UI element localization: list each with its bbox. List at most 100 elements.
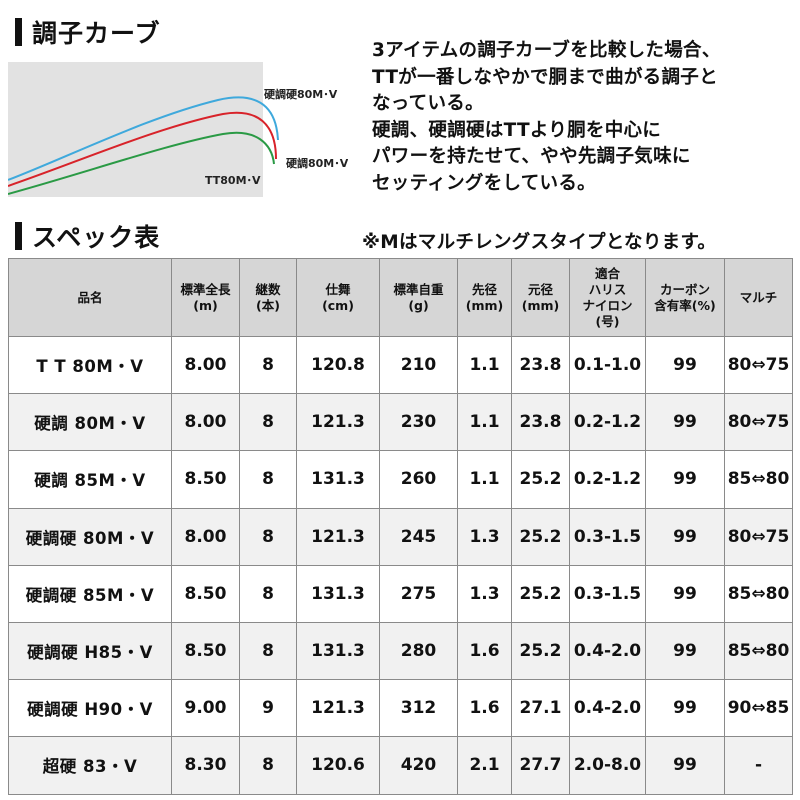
table-cell: 312 xyxy=(379,679,458,738)
table-cell: 131.3 xyxy=(296,621,380,681)
table-cell: 99 xyxy=(645,335,725,395)
table-cell: 121.3 xyxy=(296,393,380,452)
table-row: 硬調硬 H90・V 9.00 9 121.3 312 1.6 27.1 0.4-2.0 99 90… xyxy=(8,679,793,738)
table-cell: 1.3 xyxy=(457,507,512,566)
table-row: 硬調 85M・V 8.50 8 131.3 260 1.1 25.2 0.2-1.2 99 85⇔… xyxy=(8,450,793,509)
table-cell: 99 xyxy=(645,564,725,623)
multi-length-note: ※Mはマルチレングスタイプとなります。 xyxy=(362,232,717,253)
product-name-cell: 硬調 85M・V xyxy=(8,450,172,509)
curve-description: 3アイテムの調子カーブを比較した場合、 TTが一番しなやかで胴まで曲がる調子と … xyxy=(372,38,792,197)
spec-table: 品名 標準全長 (m) 継数 (本) 仕舞 (cm) 標準自重 (g) 先径 (mm) 元… xyxy=(8,258,793,795)
table-cell: 27.7 xyxy=(511,736,570,795)
table-cell: 0.1-1.0 xyxy=(569,335,646,395)
table-cell: 1.3 xyxy=(457,564,512,623)
table-cell: 23.8 xyxy=(511,335,570,395)
table-cell: 120.8 xyxy=(296,335,380,395)
header-cell: 元径 (mm) xyxy=(511,258,570,337)
table-cell: 25.2 xyxy=(511,507,570,566)
curve-kocho xyxy=(8,111,277,187)
table-cell: 85⇔80 xyxy=(724,621,793,681)
spec-section-title: スペック表 xyxy=(15,218,160,254)
table-cell: 99 xyxy=(645,736,725,795)
table-cell: 8 xyxy=(239,736,297,795)
title-bar xyxy=(15,18,22,46)
table-row: 硬調硬 H85・V 8.50 8 131.3 280 1.6 25.2 0.4-2.0 99 85… xyxy=(8,621,793,681)
table-cell: 80⇔75 xyxy=(724,507,793,566)
product-name-cell: 超硬 83・V xyxy=(8,736,172,795)
table-cell: 0.3-1.5 xyxy=(569,564,646,623)
description-line: 3アイテムの調子カーブを比較した場合、 xyxy=(372,40,721,61)
table-cell: 27.1 xyxy=(511,679,570,738)
table-cell: 245 xyxy=(379,507,458,566)
table-cell: 8 xyxy=(239,393,297,452)
header-cell: 継数 (本) xyxy=(239,258,297,337)
table-cell: 280 xyxy=(379,621,458,681)
table-cell: 25.2 xyxy=(511,564,570,623)
table-cell: 99 xyxy=(645,507,725,566)
table-cell: 8 xyxy=(239,621,297,681)
table-cell: 1.1 xyxy=(457,450,512,509)
header-cell: 仕舞 (cm) xyxy=(296,258,380,337)
table-row: 硬調硬 85M・V 8.50 8 131.3 275 1.3 25.2 0.3-1.5 99 85… xyxy=(8,564,793,623)
table-cell: 8.00 xyxy=(171,335,240,395)
table-body: T T 80M・V 8.00 8 120.8 210 1.1 23.8 0.1-1.0 99 80… xyxy=(8,335,793,795)
header-cell: 標準全長 (m) xyxy=(171,258,240,337)
description-line: なっている。 xyxy=(372,93,484,114)
description-line: セッティングをしている。 xyxy=(372,172,596,194)
table-cell: 420 xyxy=(379,736,458,795)
product-name-cell: 硬調硬 H85・V xyxy=(8,621,172,681)
product-name-cell: 硬調硬 80M・V xyxy=(8,507,172,566)
table-cell: 121.3 xyxy=(296,679,380,738)
table-cell: 80⇔75 xyxy=(724,393,793,452)
table-cell: 8.50 xyxy=(171,621,240,681)
description-line: パワーを持たせて、やや先調子気味に xyxy=(372,146,691,167)
table-cell: - xyxy=(724,736,793,795)
table-cell: 0.2-1.2 xyxy=(569,450,646,509)
table-cell: 99 xyxy=(645,393,725,452)
table-cell: 8.30 xyxy=(171,736,240,795)
table-cell: 8 xyxy=(239,450,297,509)
table-cell: 99 xyxy=(645,621,725,681)
header-cell: 適合 ハリス ナイロン (号) xyxy=(569,258,646,337)
table-cell: 8.00 xyxy=(171,507,240,566)
table-cell: 0.4-2.0 xyxy=(569,621,646,681)
table-cell: 8 xyxy=(239,335,297,395)
table-cell: 2.1 xyxy=(457,736,512,795)
table-cell: 0.3-1.5 xyxy=(569,507,646,566)
product-name-cell: 硬調硬 H90・V xyxy=(8,679,172,738)
table-row: 超硬 83・V 8.30 8 120.6 420 2.1 27.7 2.0-8.0 99- xyxy=(8,736,793,795)
curve-tt xyxy=(8,131,275,195)
table-cell: 121.3 xyxy=(296,507,380,566)
table-cell: 99 xyxy=(645,679,725,738)
table-cell: 275 xyxy=(379,564,458,623)
table-cell: 80⇔75 xyxy=(724,335,793,395)
table-cell: 120.6 xyxy=(296,736,380,795)
label-tt: TT80M･V xyxy=(205,174,261,187)
table-cell: 99 xyxy=(645,450,725,509)
product-name-cell: T T 80M・V xyxy=(8,335,172,395)
description-line: 硬調、硬調硬はTTより胴を中心に xyxy=(372,119,662,141)
header-cell: カーボン 含有率(%) xyxy=(645,258,725,337)
table-cell: 8 xyxy=(239,507,297,566)
title-bar xyxy=(15,222,22,250)
table-cell: 9.00 xyxy=(171,679,240,738)
table-cell: 1.6 xyxy=(457,621,512,681)
table-cell: 230 xyxy=(379,393,458,452)
curve-section-title: 調子カーブ xyxy=(15,14,161,50)
header-cell: 標準自重 (g) xyxy=(379,258,458,337)
table-cell: 1.1 xyxy=(457,335,512,395)
description-line: TTが一番しなやかで胴まで曲がる調子と xyxy=(372,66,718,88)
table-cell: 85⇔80 xyxy=(724,450,793,509)
table-row: 硬調硬 80M・V 8.00 8 121.3 245 1.3 25.2 0.3-1.5 99 80… xyxy=(8,507,793,566)
table-cell: 25.2 xyxy=(511,450,570,509)
spec-title-text: スペック表 xyxy=(32,223,161,252)
table-cell: 260 xyxy=(379,450,458,509)
table-cell: 90⇔85 xyxy=(724,679,793,738)
table-header-row: 品名 標準全長 (m) 継数 (本) 仕舞 (cm) 標準自重 (g) 先径 (mm) 元… xyxy=(8,258,793,337)
table-cell: 23.8 xyxy=(511,393,570,452)
table-cell: 210 xyxy=(379,335,458,395)
product-name-cell: 硬調 80M・V xyxy=(8,393,172,452)
header-cell: マルチ xyxy=(724,258,793,337)
table-cell: 131.3 xyxy=(296,450,380,509)
table-cell: 8 xyxy=(239,564,297,623)
